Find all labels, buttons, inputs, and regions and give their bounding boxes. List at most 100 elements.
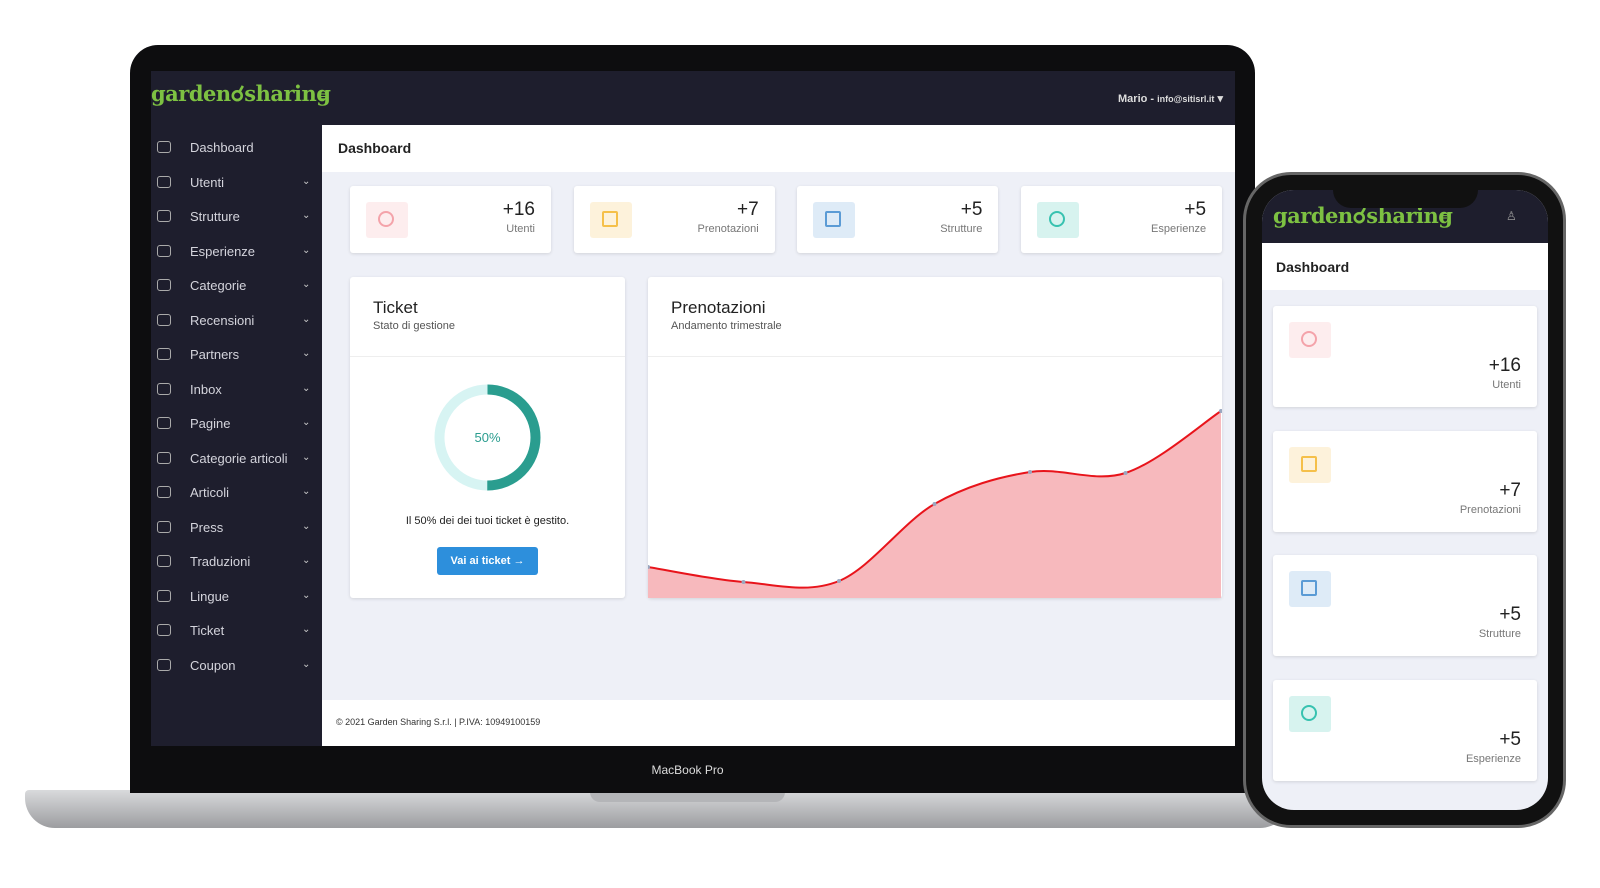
logo-left: garden xyxy=(1273,203,1353,228)
user-name: Mario - xyxy=(1118,93,1155,105)
menu-chevron: ⌄ xyxy=(302,417,311,428)
stat-glyph xyxy=(1301,580,1317,597)
point xyxy=(741,580,746,584)
user-menu[interactable]: Mario - info@sitisrl.it ▾ xyxy=(1118,93,1223,105)
stat-value: +7 xyxy=(737,199,759,220)
menu-chevron: ⌄ xyxy=(302,624,311,635)
point xyxy=(1123,471,1128,475)
stat-card: +5 Esperienze xyxy=(1021,186,1223,253)
topbar xyxy=(151,71,1235,125)
menu-chevron: ⌄ xyxy=(302,210,311,221)
menu-item[interactable]: Pagine xyxy=(190,416,231,431)
point xyxy=(1219,409,1222,413)
phone-notch xyxy=(1333,178,1478,208)
menu-item[interactable]: Articoli xyxy=(190,485,230,500)
stat-glyph xyxy=(1301,331,1317,347)
menu-chevron: ⌄ xyxy=(302,348,311,359)
menu-item[interactable]: Coupon xyxy=(190,657,236,673)
menu-item[interactable]: Inbox xyxy=(190,381,222,397)
menu-item[interactable]: Ticket xyxy=(190,623,225,638)
stat-value: +16 xyxy=(502,199,535,220)
stat-card: +5 Esperienze xyxy=(1273,680,1537,782)
stat-icon xyxy=(1289,571,1331,608)
menu-icon xyxy=(157,624,171,636)
menu-icon xyxy=(157,210,171,222)
stat-icon xyxy=(1037,202,1080,238)
menu-item[interactable]: Recensioni xyxy=(190,312,255,328)
menu-chevron: ⌄ xyxy=(302,555,311,566)
phone-screen: garden☌sharing ≡ ♙ Dashboard +16 Utenti +7… xyxy=(1262,190,1548,810)
menu-icon xyxy=(157,348,171,360)
phone-menu-toggle[interactable]: ≡ xyxy=(1440,208,1448,223)
stat-icon xyxy=(1289,696,1331,733)
laptop-notch xyxy=(590,792,785,802)
menu-item[interactable]: Utenti xyxy=(190,174,224,190)
stat-icon xyxy=(1289,446,1331,483)
stat-icon xyxy=(1289,322,1331,358)
stat-icon xyxy=(589,202,632,238)
menu-chevron: ⌄ xyxy=(302,244,311,256)
stat-label: Prenotazioni xyxy=(1459,503,1521,516)
stat-card: +16 Utenti xyxy=(350,186,551,253)
menu-item[interactable]: Categorie xyxy=(190,278,247,293)
ticket-button[interactable]: Vai ai ticket → xyxy=(437,547,538,575)
menu-icon xyxy=(157,175,171,188)
logo: garden☌sharing xyxy=(151,81,331,106)
menu-chevron: ⌄ xyxy=(302,382,311,394)
stat-label: Strutture xyxy=(940,223,983,235)
menu-icon xyxy=(157,313,171,326)
menu-chevron: ⌄ xyxy=(302,658,311,670)
divider xyxy=(350,356,625,357)
stat-icon xyxy=(366,202,408,238)
stat-card: +7 Prenotazioni xyxy=(1273,430,1537,532)
menu-item[interactable]: Press xyxy=(190,519,224,535)
divider xyxy=(648,356,1222,357)
stat-card: +5 Strutture xyxy=(1273,555,1537,657)
stat-card: +16 Utenti xyxy=(1273,306,1537,407)
ticket-card: Ticket Stato di gestione 50% Il 50% dei … xyxy=(350,277,625,598)
menu-chevron: ⌄ xyxy=(302,451,311,463)
menu-item[interactable]: Dashboard xyxy=(190,140,254,155)
phone-user[interactable]: ♙ xyxy=(1506,209,1517,223)
menu-chevron: ⌄ xyxy=(302,313,311,325)
menu-toggle[interactable]: ≡ xyxy=(318,88,327,104)
ticket-text: Il 50% dei dei tuoi ticket è gestito. xyxy=(405,515,570,527)
point xyxy=(837,579,841,583)
menu-chevron: ⌄ xyxy=(302,175,311,187)
bookings-card: Prenotazioni Andamento trimestrale xyxy=(648,277,1222,598)
menu-item[interactable]: Esperienze xyxy=(190,243,256,259)
menu-icon xyxy=(157,141,171,153)
laptop-label: MacBook Pro xyxy=(651,763,724,777)
menu-item[interactable]: Traduzioni xyxy=(190,554,251,569)
stat-glyph xyxy=(601,211,618,227)
stat-label: Prenotazioni xyxy=(697,223,759,235)
logo-right: sharing xyxy=(244,81,331,106)
menu-chevron: ⌄ xyxy=(302,486,311,497)
menu-item[interactable]: Strutture xyxy=(190,209,240,224)
menu-item[interactable]: Lingue xyxy=(190,588,230,604)
point xyxy=(1028,470,1032,474)
laptop-screen: garden☌sharing ≡ Mario - info@sitisrl.it… xyxy=(151,71,1235,746)
stat-label: Strutture xyxy=(1478,628,1521,641)
stat-label: Esperienze xyxy=(1151,223,1207,235)
user-email: info@sitisrl.it xyxy=(1157,94,1215,104)
stat-glyph xyxy=(1049,211,1066,227)
stat-value: +7 xyxy=(1499,479,1521,501)
stat-card: +5 Strutture xyxy=(797,186,999,253)
menu-item[interactable]: Partners xyxy=(190,347,240,362)
menu-item[interactable]: Categorie articoli xyxy=(190,450,288,466)
logo-left: garden xyxy=(151,81,231,106)
stat-value: +5 xyxy=(1499,604,1521,626)
stat-label: Utenti xyxy=(506,223,535,235)
menu-icon xyxy=(157,658,171,671)
point xyxy=(648,565,650,569)
menu-chevron: ⌄ xyxy=(302,520,311,532)
stat-icon xyxy=(813,202,856,238)
footer: © 2021 Garden Sharing S.r.l. | P.IVA: 10… xyxy=(322,700,1235,746)
menu-icon xyxy=(157,279,171,291)
stat-glyph xyxy=(1301,705,1317,722)
menu-icon xyxy=(157,589,171,602)
ticket-subtitle: Stato di gestione xyxy=(373,320,455,332)
menu-chevron: ⌄ xyxy=(302,279,311,290)
